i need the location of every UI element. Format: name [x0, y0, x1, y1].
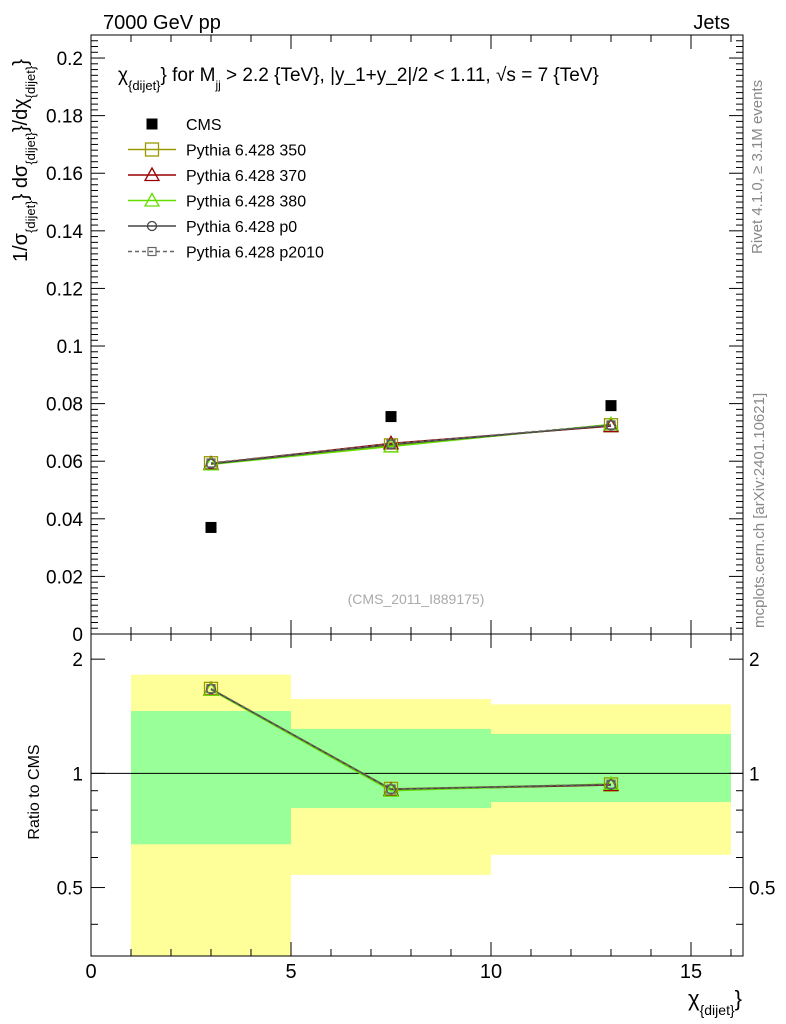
- x-tick-label: 10: [480, 961, 502, 983]
- main-data-layer: [202, 400, 620, 533]
- ratio-y-tick-label-right: 1: [749, 764, 760, 785]
- ratio-y-tick-label-right: 0.5: [749, 879, 775, 900]
- main-y-tick-labels: 0 0.02 0.04 0.06 0.08 0.1 0.12 0.14 0.16…: [46, 49, 83, 646]
- main-y-tick-label: 0.1: [57, 337, 83, 358]
- series-line-pythia-6-428-p0: [210, 424, 612, 465]
- y-axis-label: 1/σ{dijet}} dσ{dijet}}/dχ{dijet}}: [10, 59, 38, 262]
- legend-label: Pythia 6.428 p0: [186, 219, 297, 236]
- main-y-tick-label: 0.2: [57, 49, 83, 70]
- legend-label: Pythia 6.428 350: [186, 143, 306, 160]
- legend-entry-cms: CMS: [146, 117, 222, 134]
- legend-label: CMS: [186, 117, 222, 134]
- header-right: Jets: [693, 12, 730, 34]
- main-y-tick-label: 0.06: [46, 452, 83, 473]
- legend-label: Pythia 6.428 p2010: [186, 245, 324, 262]
- ratio-y-tick-label: 2: [72, 650, 83, 671]
- data-point-cms: [385, 411, 397, 423]
- data-point-pythia-6-428-p2010: [386, 439, 396, 449]
- x-axis-label: χ{dijet}}: [688, 986, 742, 1018]
- ratio-band-green: [131, 711, 291, 845]
- main-x-ticks: [90, 35, 732, 634]
- legend: CMS Pythia 6.428 350 Pythia 6.428 370 Py…: [128, 117, 324, 262]
- ratio-y-tick-label: 0.5: [57, 879, 83, 900]
- ratio-panel: 0.5 1 2 0.5 1 2 Ratio to CMS 0 5 10 15 χ…: [26, 633, 776, 1018]
- main-y-tick-label: 0.14: [46, 222, 83, 243]
- main-y-tick-label: 0.08: [46, 395, 83, 416]
- x-tick-label: 0: [85, 961, 96, 983]
- x-tick-label: 15: [680, 961, 702, 983]
- legend-label: Pythia 6.428 380: [186, 194, 306, 211]
- data-point-pythia-6-428-p2010: [206, 458, 216, 468]
- ratio-bands: [131, 674, 731, 956]
- ratio-band-green: [491, 733, 731, 803]
- main-y-tick-label: 0.04: [46, 510, 83, 531]
- main-y-tick-label: 0.12: [46, 279, 83, 300]
- legend-marker-swatch: [144, 142, 160, 157]
- legend-marker-swatch: [146, 118, 158, 130]
- legend-marker-swatch: [143, 192, 161, 207]
- main-y-tick-label: 0: [72, 625, 83, 646]
- ratio-point-pythia-6-428-p2010: [206, 684, 216, 694]
- data-point-cms: [205, 521, 217, 533]
- ratio-point-pythia-6-428-p2010: [606, 779, 616, 789]
- legend-label: Pythia 6.428 370: [186, 168, 306, 185]
- ratio-y-tick-label: 1: [72, 764, 83, 785]
- chart-title: χ{dijet}} for Mjj > 2.2 {TeV}, |y_1+y_2|…: [118, 65, 599, 93]
- mcplots-label: mcplots.cern.ch [arXiv:2401.10621]: [751, 393, 768, 628]
- ratio-tick-labels: 0.5 1 2 0.5 1 2: [57, 650, 776, 899]
- legend-entry-pythia-370: Pythia 6.428 370: [128, 166, 306, 185]
- legend-entry-pythia-p0: Pythia 6.428 p0: [128, 219, 297, 236]
- legend-entry-pythia-380: Pythia 6.428 380: [128, 192, 306, 211]
- legend-marker-swatch: [143, 166, 161, 182]
- legend-entry-pythia-p2010: Pythia 6.428 p2010: [128, 245, 324, 262]
- ratio-y-axis-label: Ratio to CMS: [26, 744, 43, 839]
- header-left: 7000 GeV pp: [103, 12, 221, 34]
- data-point-pythia-6-428-p2010: [606, 420, 616, 430]
- legend-marker-swatch: [146, 220, 158, 232]
- x-tick-label: 5: [285, 961, 296, 983]
- ratio-ticks: [90, 634, 743, 956]
- main-y-tick-label: 0.02: [46, 567, 83, 588]
- data-point-cms: [605, 400, 617, 412]
- ratio-line-pythia-6-428-p2010: [210, 688, 612, 790]
- rivet-label: Rivet 4.1.0, ≥ 3.1M events: [749, 80, 766, 254]
- ratio-frame: [90, 633, 744, 957]
- main-y-tick-label: 0.16: [46, 164, 83, 185]
- main-y-tick-label: 0.18: [46, 107, 83, 128]
- x-tick-labels: 0 5 10 15: [85, 961, 702, 983]
- main-panel: 0 0.02 0.04 0.06 0.08 0.1 0.12 0.14 0.16…: [10, 34, 744, 646]
- legend-entry-pythia-350: Pythia 6.428 350: [128, 142, 306, 160]
- main-y-ticks: [91, 34, 743, 635]
- ratio-y-tick-label-right: 2: [749, 650, 760, 671]
- analysis-watermark: (CMS_2011_I889175): [348, 591, 485, 607]
- legend-marker-swatch: [147, 246, 157, 257]
- ratio-data-layer: [202, 681, 620, 797]
- ratio-point-pythia-6-428-p2010: [386, 784, 396, 794]
